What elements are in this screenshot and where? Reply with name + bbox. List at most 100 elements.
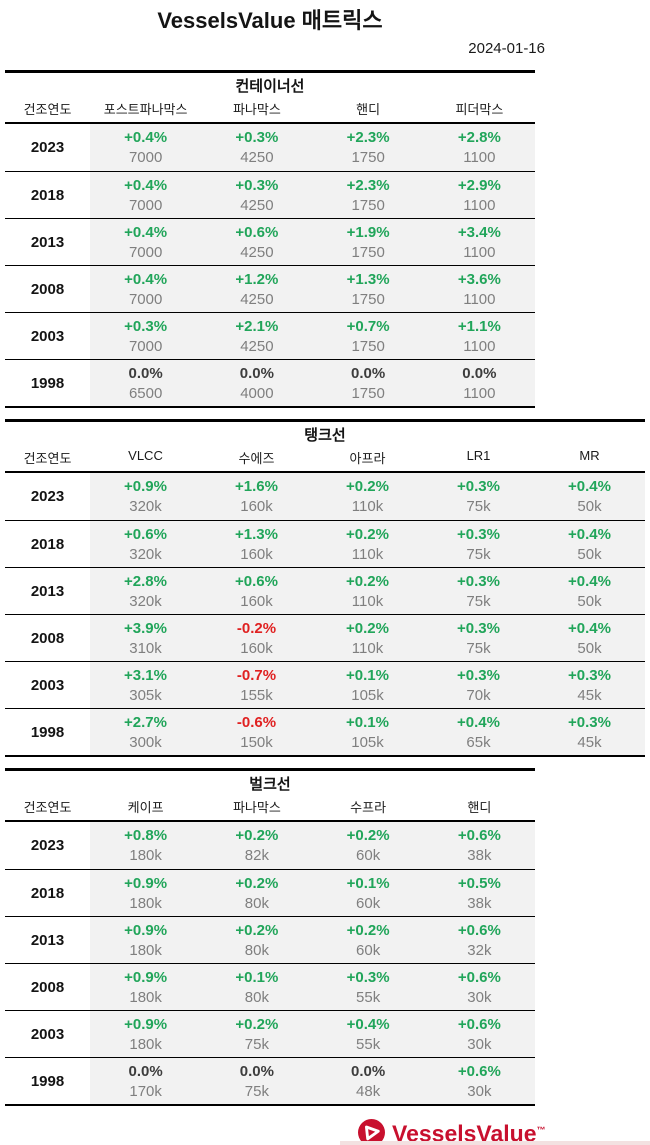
vessel-value: 60k [356, 942, 381, 959]
vessel-value: 7000 [128, 244, 163, 261]
pct-change: +2.1% [235, 318, 279, 335]
vessel-value: 4250 [240, 197, 274, 214]
vessel-value: 105k [351, 734, 384, 751]
pct-change: +1.3% [235, 526, 278, 543]
row-cells: +0.9% 180k +0.1% 80k +0.3% 55k +0.6% 30k [90, 964, 535, 1010]
table-row: 1998 0.0% 170k 0.0% 75k 0.0% 48k +0.6% 30k [5, 1057, 535, 1104]
pct-change: -0.2% [236, 620, 277, 637]
year-label: 1998 [5, 360, 90, 406]
vessel-value: 30k [467, 1083, 492, 1100]
pct-change: +0.2% [235, 875, 279, 892]
row-cells: +0.6% 320k +1.3% 160k +0.2% 110k +0.3% 75k +0.4%… [90, 521, 645, 567]
vessel-value: 30k [467, 1036, 492, 1053]
vessel-value: 50k [577, 640, 602, 657]
vessel-value: 75k [466, 640, 491, 657]
value-cell: +2.7% 300k [90, 709, 201, 755]
value-cell: +0.3% 75k [423, 568, 534, 614]
value-cell: +0.2% 75k [201, 1011, 312, 1057]
vessel-value: 1750 [351, 197, 385, 214]
pct-change: +0.6% [457, 922, 501, 939]
table-header-row: 건조연도 케이프 파나막스 수프라 핸디 [5, 795, 535, 822]
vessel-value: 1100 [463, 244, 496, 261]
value-cell: +3.6% 1100 [424, 266, 535, 312]
vessel-value: 80k [244, 895, 269, 912]
vessel-value: 170k [129, 1083, 162, 1100]
value-cell: +0.4% 50k [534, 521, 645, 567]
table-row: 1998 0.0% 6500 0.0% 4000 0.0% 1750 0.0% 1100 [5, 359, 535, 406]
vessel-value: 75k [466, 593, 491, 610]
pct-change: +0.4% [568, 573, 611, 590]
value-cell: +0.1% 60k [313, 870, 424, 916]
vessel-value: 60k [356, 847, 381, 864]
table-row: 2008 +3.9% 310k -0.2% 160k +0.2% 110k +0.3% 75k +… [5, 614, 645, 661]
vessel-value: 320k [129, 498, 162, 515]
vessel-value: 1100 [463, 338, 496, 355]
vessel-value: 160k [240, 498, 273, 515]
table-row: 2013 +0.4% 7000 +0.6% 4250 +1.9% 1750 +3.4% 1100 [5, 218, 535, 265]
value-cell: +0.4% 55k [313, 1011, 424, 1057]
value-cell: 0.0% 6500 [90, 360, 201, 406]
value-cell: +0.3% 4250 [201, 124, 312, 171]
vessel-value: 4250 [240, 338, 274, 355]
vessel-value: 1750 [351, 385, 385, 402]
pct-change: +0.3% [457, 667, 500, 684]
value-cell: +0.9% 180k [90, 917, 201, 963]
pct-change: +0.6% [457, 1016, 501, 1033]
report-date: 2024-01-16 [468, 40, 545, 57]
vessel-value: 1750 [351, 338, 385, 355]
table-row: 2013 +0.9% 180k +0.2% 80k +0.2% 60k +0.6% 32k [5, 916, 535, 963]
pct-change: +1.1% [457, 318, 501, 335]
vessel-value: 4250 [240, 244, 274, 261]
vessel-value: 1750 [351, 149, 385, 166]
vessel-value: 1750 [351, 291, 385, 308]
vessel-value: 60k [356, 895, 381, 912]
vessel-value: 110k [351, 593, 384, 610]
year-label: 2023 [5, 124, 90, 171]
row-cells: +0.9% 320k +1.6% 160k +0.2% 110k +0.3% 75k +0.4%… [90, 473, 645, 520]
pct-change: +0.3% [457, 573, 500, 590]
pct-change: +0.9% [124, 1016, 168, 1033]
value-cell: +0.4% 50k [534, 615, 645, 661]
value-cell: +3.1% 305k [90, 662, 201, 708]
pct-change: +2.7% [124, 714, 167, 731]
vessel-value: 320k [129, 593, 162, 610]
trademark-symbol: ™ [536, 1124, 546, 1135]
pct-change: +0.2% [346, 620, 389, 637]
value-cell: +3.9% 310k [90, 615, 201, 661]
value-cell: +1.2% 4250 [201, 266, 312, 312]
year-label: 2023 [5, 473, 90, 520]
pct-change: +0.4% [124, 177, 168, 194]
pct-change: +1.2% [235, 271, 279, 288]
value-cell: +0.6% 30k [424, 964, 535, 1010]
row-cells: +3.9% 310k -0.2% 160k +0.2% 110k +0.3% 75k +0.4%… [90, 615, 645, 661]
table-row: 2018 +0.9% 180k +0.2% 80k +0.1% 60k +0.5% 38k [5, 869, 535, 916]
year-label: 2008 [5, 964, 90, 1010]
vessel-value: 305k [129, 687, 162, 704]
value-cell: +0.4% 7000 [90, 124, 201, 171]
row-cells: +0.4% 7000 +0.6% 4250 +1.9% 1750 +3.4% 1100 [90, 219, 535, 265]
table-title: 탱크선 [304, 427, 346, 444]
vessel-value: 180k [129, 895, 162, 912]
year-label: 2018 [5, 521, 90, 567]
vessel-value: 1750 [351, 244, 385, 261]
year-label: 1998 [5, 1058, 90, 1104]
value-cell: +0.9% 180k [90, 870, 201, 916]
value-cell: +0.4% 7000 [90, 172, 201, 218]
value-cell: +0.3% 4250 [201, 172, 312, 218]
year-label: 2003 [5, 1011, 90, 1057]
pct-change: +2.3% [346, 177, 390, 194]
value-cell: +3.4% 1100 [424, 219, 535, 265]
value-cell: +0.2% 110k [312, 568, 423, 614]
year-label: 2013 [5, 917, 90, 963]
pct-change: +0.6% [457, 827, 501, 844]
page-title: VesselsValue 매트릭스 [157, 8, 383, 33]
vessel-value: 38k [467, 847, 492, 864]
pct-change: +0.4% [568, 526, 611, 543]
value-cell: +0.3% 75k [423, 615, 534, 661]
column-header: 파나막스 [232, 102, 281, 117]
table-row: 1998 +2.7% 300k -0.6% 150k +0.1% 105k +0.4% 65k +… [5, 708, 645, 755]
pct-change: +0.3% [124, 318, 168, 335]
pct-change: +0.3% [235, 177, 279, 194]
pct-change: +3.6% [457, 271, 501, 288]
column-header: 수에즈 [238, 451, 275, 466]
